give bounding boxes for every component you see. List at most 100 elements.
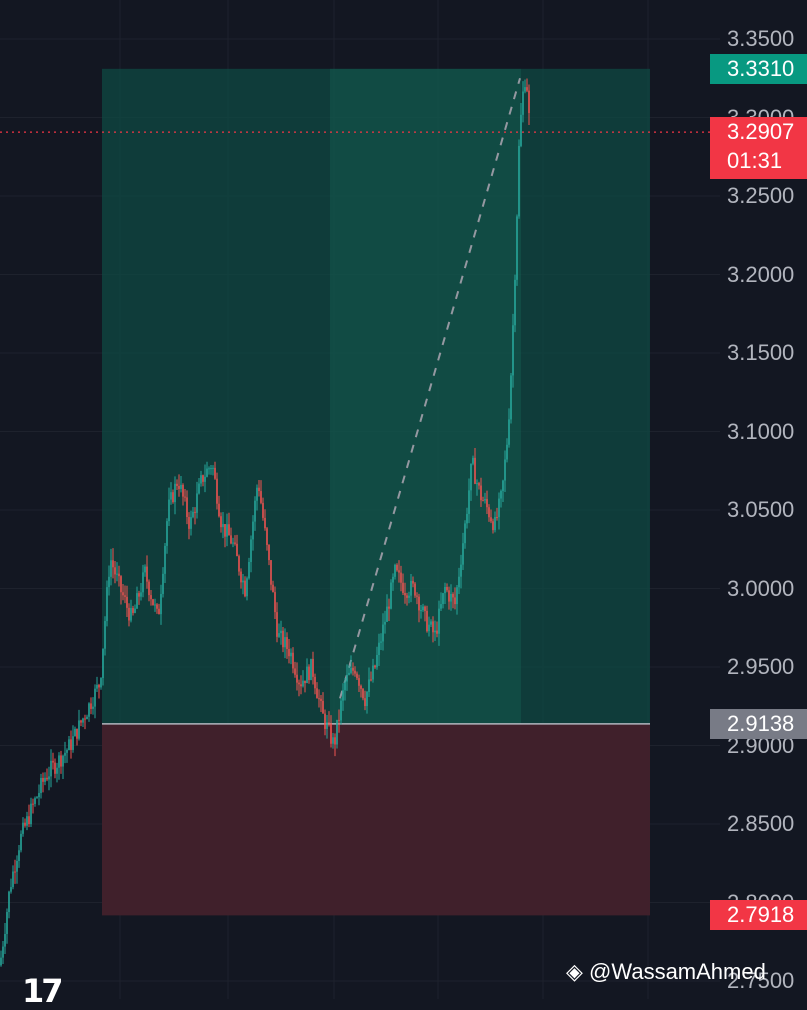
candle-body [150,595,152,600]
candle-body [214,467,216,479]
candle-body [208,468,210,470]
candle-body [22,822,24,834]
candle-body [436,630,438,634]
candle-body [488,507,490,518]
candle-body [334,737,336,745]
candle-body [158,608,160,615]
candle-body [168,499,170,522]
entry-price-value: 2.9138 [727,710,795,736]
price-tick: 3.1000 [727,418,795,444]
candle-body [124,595,126,597]
candle-body [284,637,286,648]
candle-body [406,595,408,598]
candle-body [478,483,480,486]
candle-body [458,576,460,588]
candle-body [280,630,282,634]
candle-body [362,688,364,699]
candle-body [82,718,84,723]
candle-body [358,678,360,686]
candle-body [196,493,198,513]
candle-body [110,560,112,577]
candle-body [430,621,432,625]
candle-body [64,752,66,756]
candle-body [446,586,448,591]
candle-body [18,850,20,861]
watermark: ◈ @WassamAhmed [566,959,766,985]
candle-body [282,630,284,648]
candle-body [338,719,340,721]
candle-body [504,459,506,481]
candle-body [212,467,214,469]
candle-body [76,728,78,739]
candle-body [48,776,50,780]
target-price-value: 3.3310 [727,55,795,81]
candle-body [92,706,94,709]
candle-body [278,633,280,637]
candle-body [442,593,444,605]
stop-price-value: 2.7918 [727,902,795,928]
candle-body [428,624,430,632]
candle-body [490,517,492,522]
candle-body [136,593,138,609]
candle-body [410,580,412,596]
candle-body [496,517,498,519]
watermark-text: @WassamAhmed [589,959,766,984]
candle-body [4,933,6,947]
profit-zone[interactable] [102,68,650,724]
candle-body [246,578,248,597]
candle-body [414,583,416,596]
candle-body [96,684,98,689]
current-price-value: 3.2907 [727,119,795,145]
loss-zone[interactable] [102,723,650,916]
candle-body [474,457,476,484]
candle-body [302,680,304,687]
candle-body [294,668,296,675]
candle-body [78,720,80,739]
candle-body [452,593,454,598]
candle-body [40,777,42,794]
candle-body [86,716,88,720]
candle-body [502,480,504,491]
candle-body [50,760,52,777]
candle-body [348,672,350,675]
candle-body [216,478,218,504]
tradingview-logo-mark: 17 [22,972,63,1010]
candle-body [232,542,234,544]
candle-body [498,498,500,518]
candle-body [134,608,136,613]
candle-body [326,722,328,729]
candle-body [28,816,30,825]
candle-body [90,703,92,709]
candle-body [324,713,326,729]
candle-body [366,691,368,707]
candle-body [460,564,462,577]
candle-body [192,511,194,518]
candle-body [506,444,508,460]
candle-body [200,475,202,484]
candle-body [402,582,404,593]
candle-body [466,513,468,524]
candle-body [258,487,260,492]
candle-body [330,723,332,744]
candle-body [328,722,330,724]
candle-body [38,793,40,798]
candle-body [160,593,162,615]
candle-body [432,621,434,633]
candle-body [178,485,180,489]
candle-body [24,822,26,826]
candle-body [292,652,294,669]
candle-body [332,737,334,744]
candle-body [152,599,154,605]
candle-body [100,677,102,688]
candle-body [118,573,120,577]
candle-body [390,582,392,609]
candle-body [172,492,174,503]
candle-body [378,642,380,655]
candle-body [422,606,424,611]
candle-body [56,767,58,774]
candle-body [454,597,456,605]
candle-body [248,561,250,579]
candle-body [154,604,156,606]
candle-body [32,803,34,805]
